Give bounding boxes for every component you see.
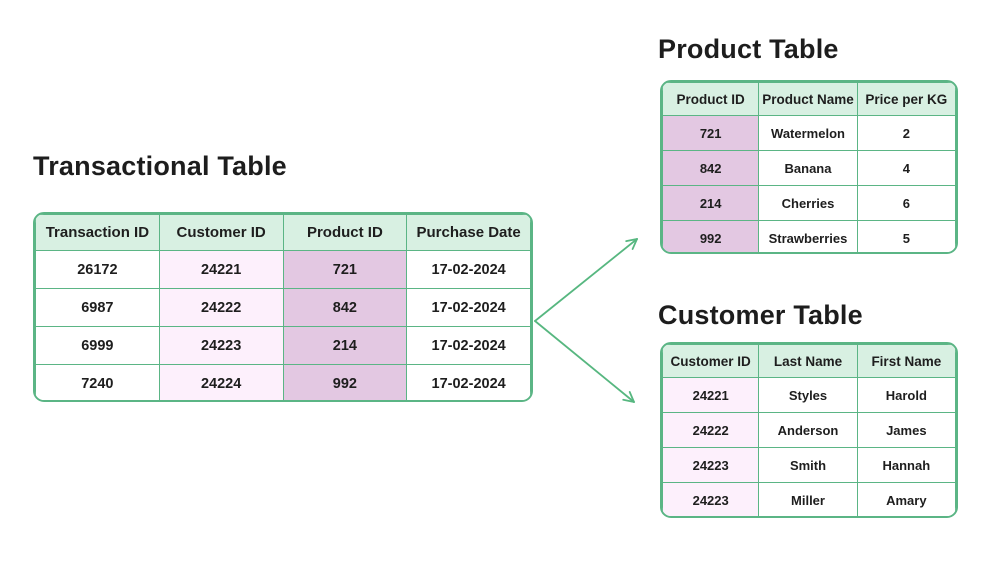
column-header: Product ID: [662, 82, 760, 116]
table-cell: 17-02-2024: [406, 364, 531, 400]
customer-table: Customer ID Last Name First Name 24221 Style…: [660, 342, 958, 518]
table-row: 721 Watermelon 2: [662, 115, 956, 151]
table-row: 992 Strawberries 5: [662, 220, 956, 252]
table-cell: 721: [282, 250, 408, 289]
table-cell: James: [856, 412, 956, 448]
table-cell: 2: [856, 115, 956, 151]
table-cell: Amary: [856, 482, 956, 516]
table-cell: Cherries: [758, 185, 858, 221]
header-row: Transaction ID Customer ID Product ID Purch…: [35, 214, 531, 251]
table-cell: Watermelon: [758, 115, 858, 151]
table-cell: 24221: [662, 377, 760, 413]
table-cell: 24222: [662, 412, 760, 448]
arrow-transactional-to-product: [534, 238, 638, 322]
table-cell: Smith: [758, 447, 858, 483]
table-row: 26172 24221 721 17-02-2024: [35, 250, 531, 289]
table-row: 842 Banana 4: [662, 150, 956, 186]
table-cell: 7240: [35, 364, 160, 400]
table-cell: Strawberries: [758, 220, 858, 252]
transactional-table: Transaction ID Customer ID Product ID Purch…: [33, 212, 533, 402]
table-row: 6987 24222 842 17-02-2024: [35, 288, 531, 327]
table-cell: 24223: [662, 482, 760, 516]
column-header: First Name: [856, 344, 956, 378]
table-cell: 24221: [158, 250, 284, 289]
table-row: 24223 Smith Hannah: [662, 447, 956, 483]
column-header: Price per KG: [856, 82, 956, 116]
table-row: 214 Cherries 6: [662, 185, 956, 221]
header-row: Product ID Product Name Price per KG: [662, 82, 956, 116]
table-row: 24221 Styles Harold: [662, 377, 956, 413]
column-header: Product ID: [282, 214, 408, 251]
arrow-transactional-to-customer: [534, 320, 635, 403]
table-cell: 24224: [158, 364, 284, 400]
table-cell: Harold: [856, 377, 956, 413]
table-cell: 6: [856, 185, 956, 221]
table-cell: 992: [282, 364, 408, 400]
table-cell: Styles: [758, 377, 858, 413]
table-cell: 17-02-2024: [406, 250, 531, 289]
column-header: Last Name: [758, 344, 858, 378]
product-table-title: Product Table: [658, 34, 839, 64]
customer-table-title: Customer Table: [658, 300, 863, 330]
table-cell: Banana: [758, 150, 858, 186]
table-row: 7240 24224 992 17-02-2024: [35, 364, 531, 400]
table-row: 6999 24223 214 17-02-2024: [35, 326, 531, 365]
table-cell: 17-02-2024: [406, 288, 531, 327]
table-cell: Hannah: [856, 447, 956, 483]
table-cell: 24223: [158, 326, 284, 365]
table-cell: 5: [856, 220, 956, 252]
table-cell: 842: [662, 150, 760, 186]
table-cell: 6987: [35, 288, 160, 327]
column-header: Customer ID: [662, 344, 760, 378]
product-table: Product ID Product Name Price per KG 721 Wat…: [660, 80, 958, 254]
column-header: Product Name: [758, 82, 858, 116]
table-cell: 6999: [35, 326, 160, 365]
table-cell: 26172: [35, 250, 160, 289]
table-cell: Anderson: [758, 412, 858, 448]
table-row: 24222 Anderson James: [662, 412, 956, 448]
transactional-table-title: Transactional Table: [33, 151, 287, 181]
column-header: Customer ID: [158, 214, 284, 251]
table-row: 24223 Miller Amary: [662, 482, 956, 516]
table-cell: 214: [662, 185, 760, 221]
table-cell: 17-02-2024: [406, 326, 531, 365]
table-cell: 4: [856, 150, 956, 186]
table-cell: 24222: [158, 288, 284, 327]
table-cell: 214: [282, 326, 408, 365]
column-header: Purchase Date: [406, 214, 531, 251]
table-cell: 24223: [662, 447, 760, 483]
column-header: Transaction ID: [35, 214, 160, 251]
table-cell: Miller: [758, 482, 858, 516]
table-cell: 842: [282, 288, 408, 327]
table-cell: 721: [662, 115, 760, 151]
header-row: Customer ID Last Name First Name: [662, 344, 956, 378]
table-cell: 992: [662, 220, 760, 252]
